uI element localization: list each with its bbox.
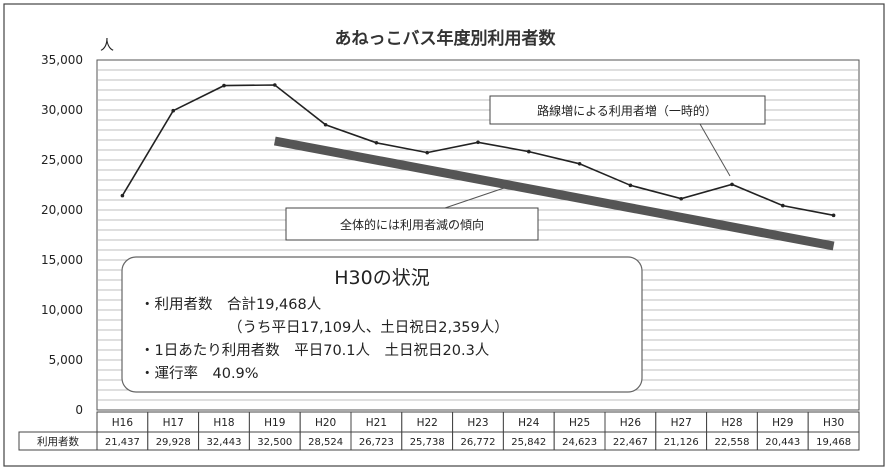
data-label: 25,738 [410, 437, 445, 448]
data-label: 32,443 [207, 437, 242, 448]
data-point [730, 182, 734, 187]
x-tick-label: H17 [163, 417, 184, 429]
y-tick-label: 25,000 [41, 153, 83, 167]
callout-decrease-text: 全体的には利用者減の傾向 [340, 217, 484, 232]
x-tick-label: H19 [264, 417, 285, 429]
data-label: 22,558 [715, 437, 750, 448]
callout-decrease-box [285, 207, 539, 241]
data-point [527, 149, 531, 154]
data-label: 26,772 [461, 437, 496, 448]
x-tick-label: H27 [671, 417, 692, 429]
x-tick-label: H26 [620, 417, 642, 429]
data-label: 25,842 [511, 437, 546, 448]
trend-line [273, 136, 835, 251]
x-tick-label: H18 [213, 417, 234, 429]
data-label: 19,468 [816, 437, 851, 448]
summary-line-rate: ・運行率 40.9% [140, 365, 259, 382]
data-label: 26,723 [359, 437, 394, 448]
x-tick-label: H24 [518, 417, 540, 429]
data-label: 21,126 [664, 437, 699, 448]
callout-increase-box [489, 95, 766, 125]
x-tick-label: H20 [315, 417, 336, 429]
data-point [374, 140, 379, 145]
data-label: 22,467 [613, 437, 648, 448]
callout-increase-leader [699, 123, 731, 177]
y-axis-unit: 人 [100, 38, 114, 54]
data-point [577, 161, 582, 166]
data-table: 利用者数 H16 21,437 H17 29,928 H18 32,443 H19 32,50… [18, 411, 860, 451]
callout-increase-text: 路線増による利用者増（一時的） [537, 103, 717, 118]
x-tick-label: H23 [467, 417, 488, 429]
data-point [679, 196, 683, 201]
data-point [222, 83, 226, 88]
y-tick-label: 35,000 [41, 53, 83, 67]
y-axis-ticks: 0 5,000 10,000 15,000 20,000 25,000 30,000 35,0… [41, 53, 83, 417]
data-point [425, 150, 430, 155]
callout-decrease-leader [444, 185, 511, 209]
data-label: 20,443 [765, 437, 800, 448]
data-point [831, 213, 836, 218]
data-point [323, 122, 328, 127]
table-header-label: 利用者数 [37, 435, 79, 448]
data-label: 29,928 [156, 437, 191, 448]
data-point [628, 183, 633, 188]
x-tick-label: H25 [569, 417, 590, 429]
data-point [120, 193, 125, 198]
x-tick-label: H21 [366, 417, 387, 429]
data-point [476, 140, 480, 145]
data-point [273, 83, 277, 87]
data-label: 32,500 [257, 437, 292, 448]
y-tick-label: 20,000 [41, 203, 83, 217]
table-value-cell [807, 431, 860, 451]
y-tick-label: 10,000 [41, 303, 83, 317]
chart-title: あねっこバス年度別利用者数 [335, 28, 557, 49]
summary-box [121, 256, 643, 393]
data-label: 24,623 [562, 437, 597, 448]
y-tick-label: 15,000 [41, 253, 83, 267]
data-points [120, 83, 836, 218]
x-tick-label: H29 [772, 417, 793, 429]
y-tick-label: 5,000 [49, 353, 83, 367]
data-point [781, 203, 785, 208]
data-label: 28,524 [308, 437, 343, 448]
summary-title: H30の状況 [334, 267, 429, 289]
x-tick-label: H16 [112, 417, 134, 429]
x-tick-label: H22 [417, 417, 438, 429]
summary-line-breakdown: （うち平日17,109人、土日祝日2,359人） [228, 319, 509, 336]
data-point [171, 108, 175, 113]
x-tick-label: H28 [721, 417, 742, 429]
summary-line-daily: ・1日あたり利用者数 平日70.1人 土日祝日20.3人 [140, 342, 489, 359]
data-label: 21,437 [105, 437, 140, 448]
y-tick-label: 0 [75, 403, 83, 417]
y-tick-label: 30,000 [41, 103, 83, 117]
x-tick-label: H30 [823, 417, 844, 429]
summary-line-total: ・利用者数 合計19,468人 [140, 296, 321, 313]
